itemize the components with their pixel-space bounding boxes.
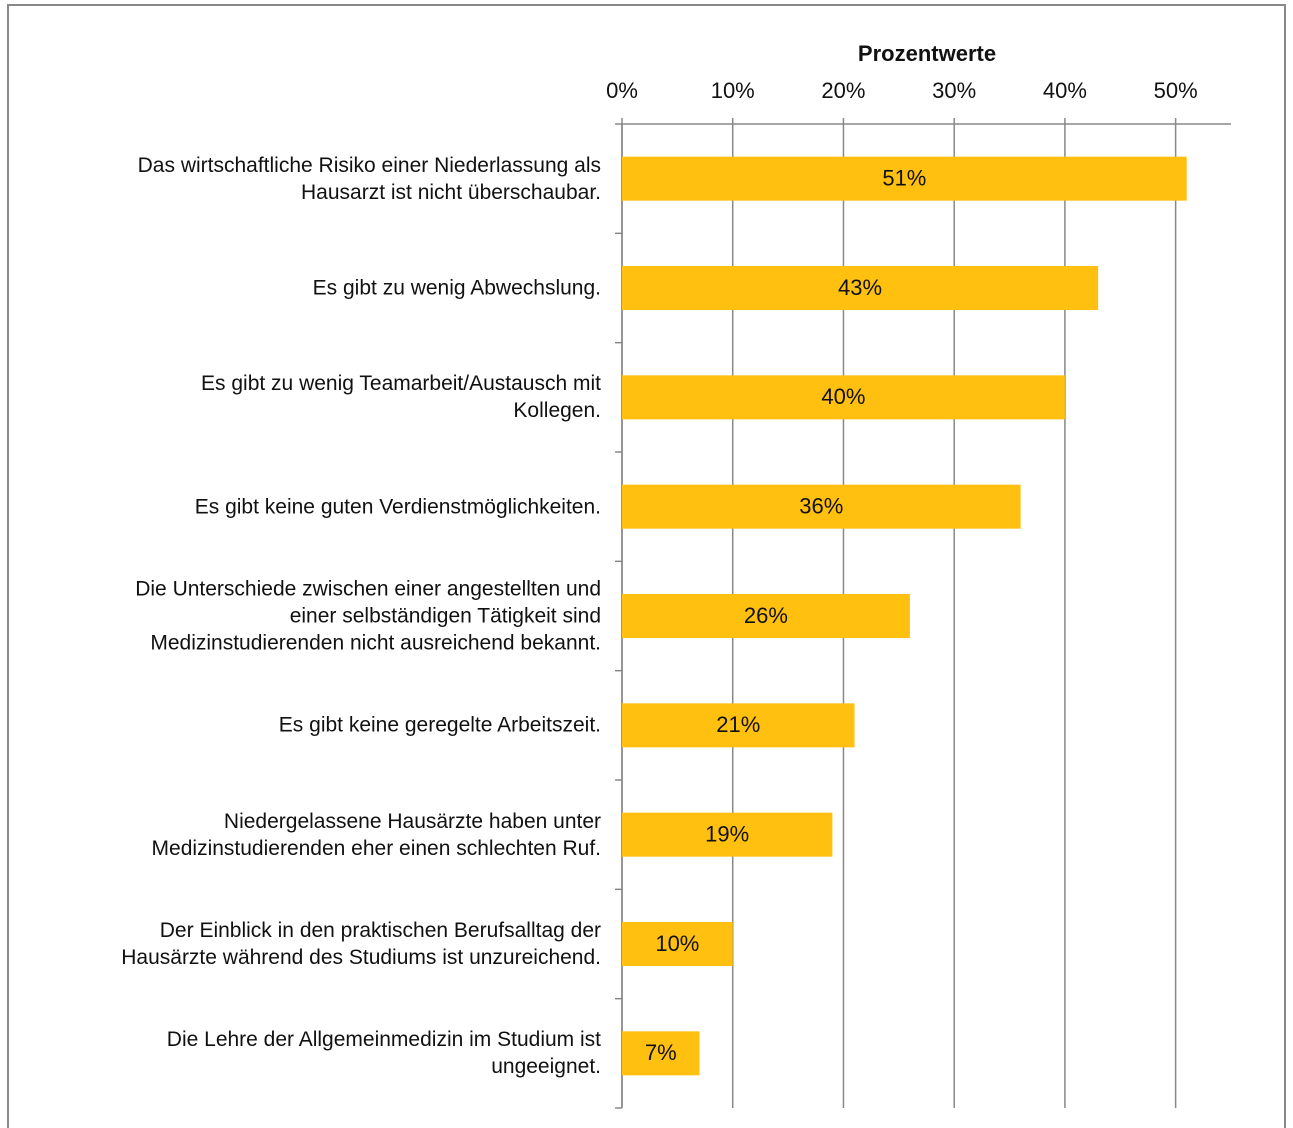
- value-label: 19%: [705, 821, 749, 846]
- category-label: Der Einblick in den praktischen Berufsal…: [121, 919, 601, 969]
- category-label: Es gibt keine geregelte Arbeitszeit.: [278, 713, 601, 737]
- value-label: 26%: [744, 603, 788, 628]
- category-label: Die Lehre der Allgemeinmedizin im Studiu…: [166, 1028, 601, 1079]
- value-label: 21%: [716, 712, 760, 737]
- bar: [622, 1031, 700, 1076]
- bar: [622, 156, 1187, 201]
- bar: [622, 812, 833, 857]
- x-tick-label: 30%: [932, 78, 976, 103]
- value-label: 51%: [882, 165, 926, 190]
- bar: [622, 594, 910, 638]
- x-tick-label: 50%: [1154, 78, 1198, 103]
- category-label: Es gibt keine guten Verdienstmöglichkeit…: [194, 495, 601, 519]
- value-label: 36%: [799, 493, 843, 518]
- category-label: Die Unterschiede zwischen einer angestel…: [135, 577, 601, 655]
- value-label: 10%: [655, 931, 699, 956]
- value-label: 43%: [838, 275, 882, 300]
- x-tick-label: 10%: [711, 78, 755, 103]
- category-label: Es gibt zu wenig Abwechslung.: [312, 276, 601, 300]
- axis-title: Prozentwerte: [858, 41, 996, 66]
- category-label: Das wirtschaftliche Risiko einer Niederl…: [137, 153, 601, 204]
- value-label: 7%: [645, 1040, 677, 1065]
- frame: [7, 4, 1286, 1128]
- x-tick-label: 40%: [1043, 78, 1087, 103]
- category-label: Es gibt zu wenig Teamarbeit/Austausch mi…: [201, 372, 601, 423]
- x-tick-label: 0%: [606, 78, 638, 103]
- bar: [622, 703, 855, 748]
- bar: [622, 922, 733, 966]
- bar: [622, 266, 1099, 310]
- bar: [622, 375, 1065, 420]
- x-tick-label: 20%: [821, 78, 865, 103]
- bar: [622, 484, 1021, 529]
- category-label: Niedergelassene Hausärzte haben unter Me…: [151, 809, 601, 860]
- value-label: 40%: [821, 384, 865, 409]
